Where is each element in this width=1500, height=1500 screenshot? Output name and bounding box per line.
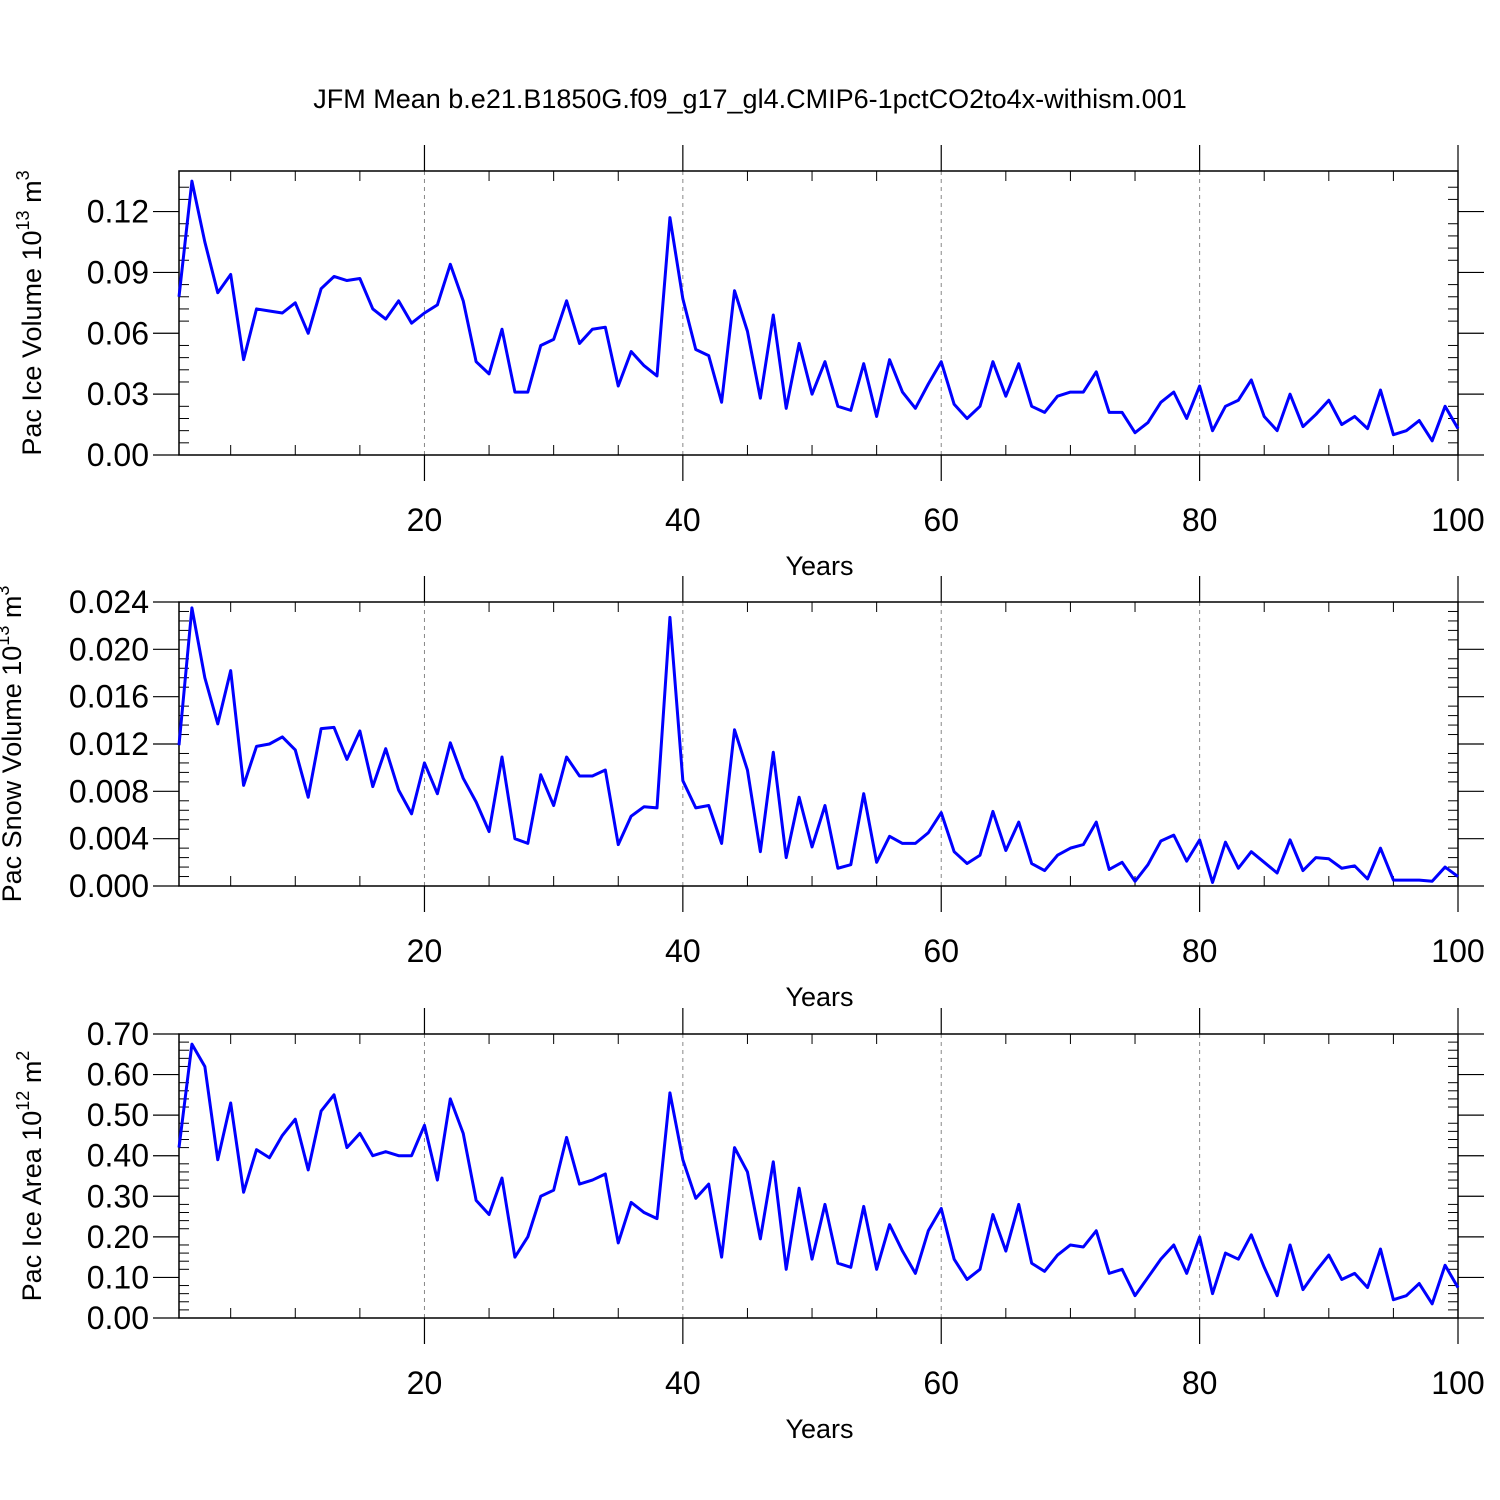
chart-panel-2: 20 40 60 80 100 Years 0.000 0.004 0.008 0.012 0.01…	[0, 576, 1485, 1012]
y-tick-label: 0.004	[69, 821, 149, 857]
series-line	[177, 1042, 1460, 1306]
x-tick-label: 60	[923, 502, 959, 538]
plot-frame	[178, 170, 1459, 456]
y-axis-label: Pac Ice Volume 1013 m3	[13, 170, 47, 455]
plot-frame	[178, 601, 1459, 887]
y-tick-label: 0.70	[87, 1016, 149, 1052]
y-tick-label: 0.03	[87, 376, 149, 412]
x-tick-label: 80	[1182, 1365, 1218, 1401]
x-tick-label: 40	[665, 502, 701, 538]
y-axis-label: Pac Snow Volume 1013 m3	[0, 586, 27, 903]
y-tick-label: 0.000	[69, 868, 149, 904]
x-tick-label: 40	[665, 1365, 701, 1401]
x-tick-label: 80	[1182, 502, 1218, 538]
x-tick-label: 100	[1431, 1365, 1484, 1401]
y-tick-label: 0.00	[87, 1300, 149, 1336]
series-line	[177, 179, 1460, 443]
x-tick-label: 60	[923, 933, 959, 969]
y-tick-label: 0.20	[87, 1219, 149, 1255]
x-tick-label: 20	[407, 502, 443, 538]
x-tick-label: 80	[1182, 933, 1218, 969]
chart-panel-3: 20 40 60 80 100 Years 0.00 0.10 0.20 0.30 0.40 0.50…	[13, 1008, 1485, 1444]
y-tick-label: 0.024	[69, 584, 149, 620]
chart-panel-1: 20 40 60 80 100 Years 0.00 0.03 0.06 0.09 0.12 Pac …	[13, 145, 1485, 581]
y-tick-label: 0.50	[87, 1097, 149, 1133]
y-tick-label: 0.10	[87, 1259, 149, 1295]
y-tick-label: 0.12	[87, 194, 149, 230]
y-axis-label: Pac Ice Area 1012 m2	[13, 1051, 47, 1302]
y-tick-label: 0.012	[69, 726, 149, 762]
series-line	[177, 606, 1459, 884]
y-tick-label: 0.60	[87, 1057, 149, 1093]
x-tick-label: 40	[665, 933, 701, 969]
y-tick-label: 0.016	[69, 679, 149, 715]
figure-title: JFM Mean b.e21.B1850G.f09_g17_gl4.CMIP6-…	[313, 84, 1186, 114]
x-axis-label: Years	[785, 982, 853, 1012]
y-tick-label: 0.008	[69, 773, 149, 809]
x-tick-label: 60	[923, 1365, 959, 1401]
plot-frame	[178, 1033, 1459, 1319]
x-tick-label: 100	[1431, 933, 1484, 969]
y-tick-label: 0.40	[87, 1138, 149, 1174]
x-axis-label: Years	[785, 1414, 853, 1444]
y-tick-label: 0.06	[87, 315, 149, 351]
y-tick-label: 0.30	[87, 1178, 149, 1214]
x-tick-label: 20	[407, 1365, 443, 1401]
y-tick-label: 0.020	[69, 631, 149, 667]
y-tick-label: 0.00	[87, 437, 149, 473]
x-axis-label: Years	[785, 551, 853, 581]
y-tick-label: 0.09	[87, 254, 149, 290]
x-tick-label: 100	[1431, 502, 1484, 538]
x-tick-label: 20	[407, 933, 443, 969]
